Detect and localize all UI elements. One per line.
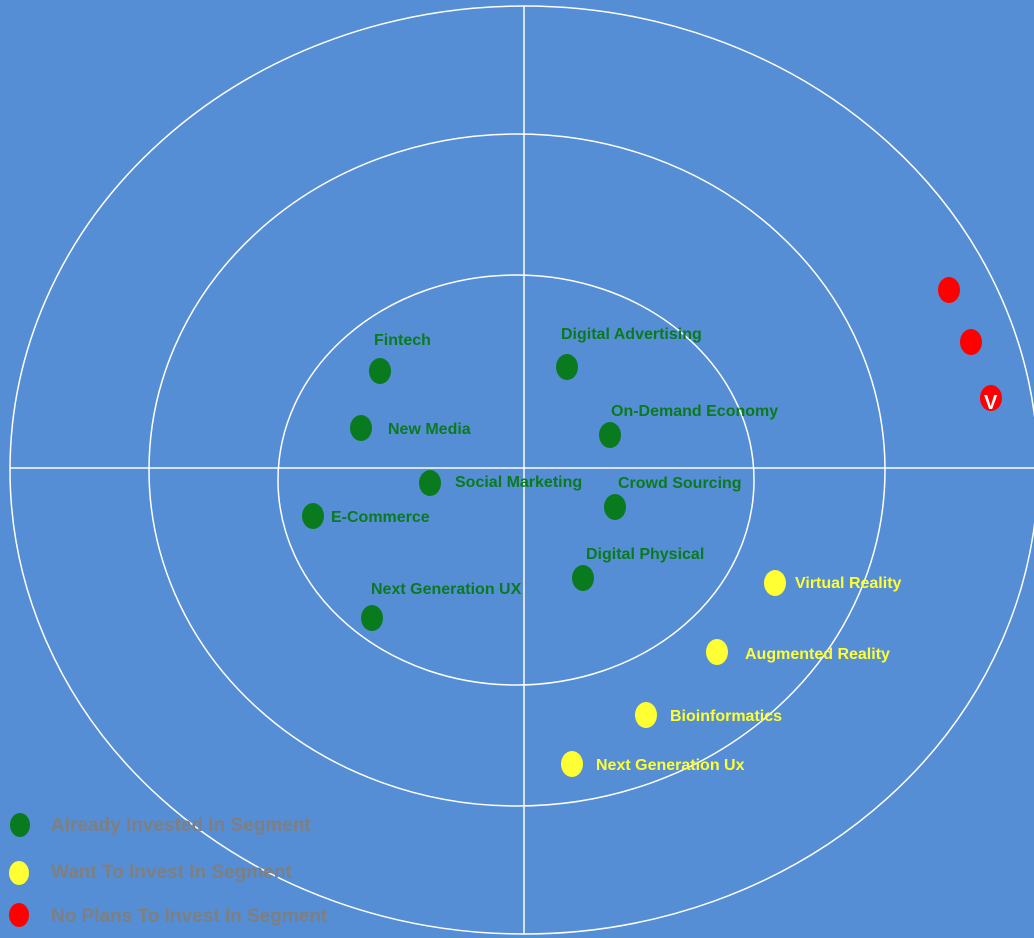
point-bioinformatics: Bioinformatics bbox=[635, 702, 782, 728]
point-augmented-reality: Augmented Reality bbox=[706, 639, 890, 665]
point-virtual-reality: Virtual Reality bbox=[764, 570, 902, 596]
svg-text:Already Invested In Segment: Already Invested In Segment bbox=[51, 815, 311, 836]
inner-ring bbox=[277, 274, 755, 686]
svg-text:Next Generation Ux: Next Generation Ux bbox=[596, 757, 745, 774]
svg-text:Want To Invest In Segment: Want To Invest In Segment bbox=[51, 862, 292, 883]
point-red-2 bbox=[960, 329, 982, 355]
svg-text:E-Commerce: E-Commerce bbox=[331, 509, 430, 526]
point-red-1 bbox=[938, 277, 960, 303]
point-digital-advertising: Digital Advertising bbox=[556, 326, 702, 380]
svg-text:Social Marketing: Social Marketing bbox=[455, 474, 582, 491]
svg-text:Crowd Sourcing: Crowd Sourcing bbox=[618, 475, 742, 492]
point-new-media: New Media bbox=[350, 415, 471, 441]
legend-item-already-invested: Already Invested In Segment bbox=[10, 813, 311, 837]
point-red-3: V bbox=[980, 385, 1002, 414]
svg-text:Augmented Reality: Augmented Reality bbox=[745, 646, 890, 663]
point-next-generation-ux-green: Next Generation UX bbox=[361, 581, 522, 631]
svg-text:New Media: New Media bbox=[388, 421, 471, 438]
middle-ring bbox=[148, 133, 886, 807]
svg-text:On-Demand Economy: On-Demand Economy bbox=[611, 403, 778, 420]
legend-item-no-plans: No Plans To Invest In Segment bbox=[9, 903, 328, 927]
svg-text:Next Generation UX: Next Generation UX bbox=[371, 581, 522, 598]
point-next-generation-ux-yellow: Next Generation Ux bbox=[561, 751, 745, 777]
svg-text:Bioinformatics: Bioinformatics bbox=[670, 708, 782, 725]
svg-text:Virtual Reality: Virtual Reality bbox=[795, 575, 902, 592]
svg-text:Digital Advertising: Digital Advertising bbox=[561, 326, 702, 343]
point-e-commerce: E-Commerce bbox=[302, 503, 430, 529]
point-digital-physical: Digital Physical bbox=[572, 546, 704, 591]
svg-text:Fintech: Fintech bbox=[374, 332, 431, 349]
point-social-marketing: Social Marketing bbox=[419, 470, 582, 496]
legend: Already Invested In Segment Want To Inve… bbox=[9, 813, 328, 927]
svg-text:Digital Physical: Digital Physical bbox=[586, 546, 704, 563]
point-crowd-sourcing: Crowd Sourcing bbox=[604, 475, 742, 520]
svg-text:No Plans To Invest In Segment: No Plans To Invest In Segment bbox=[51, 906, 328, 927]
point-fintech: Fintech bbox=[369, 332, 431, 384]
point-on-demand-economy: On-Demand Economy bbox=[599, 403, 778, 448]
legend-item-want-to-invest: Want To Invest In Segment bbox=[9, 861, 292, 885]
red-point-v-mark: V bbox=[984, 392, 998, 414]
